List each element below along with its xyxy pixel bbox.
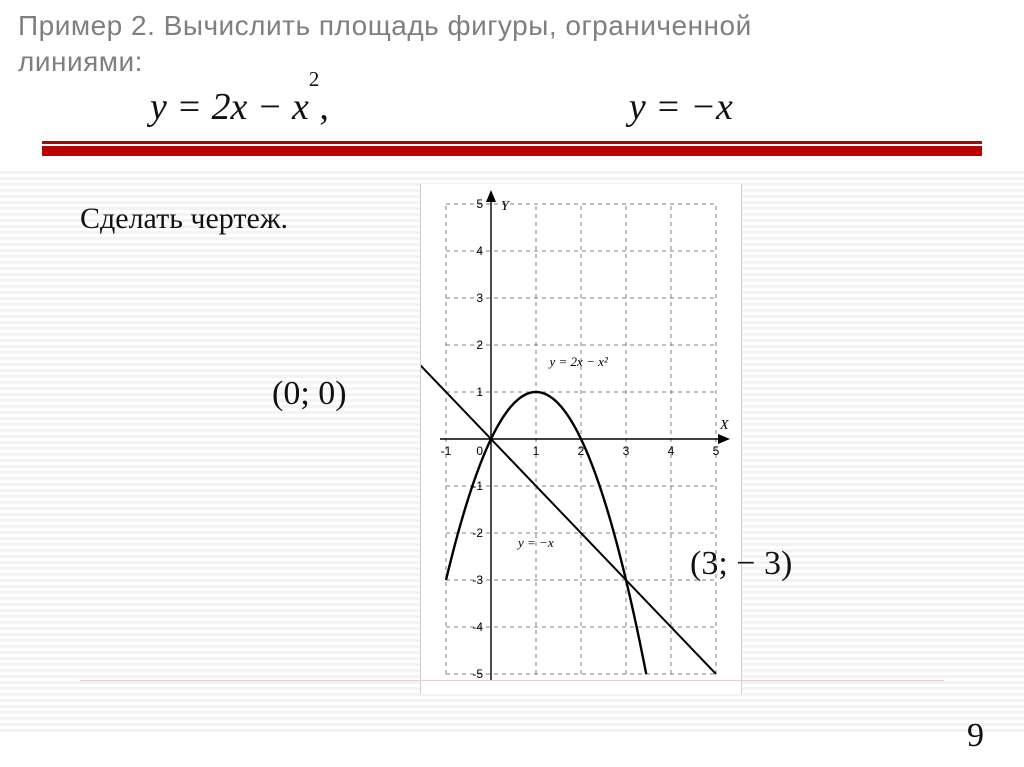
svg-text:-3: -3	[472, 573, 483, 587]
title-line-1: Пример 2. Вычислить площадь фигуры, огра…	[18, 10, 752, 41]
equations-row: y = 2x − x2, y = −x	[0, 81, 1024, 135]
svg-text:1: 1	[476, 385, 483, 399]
svg-text:-4: -4	[472, 620, 483, 634]
instruction-text: Сделать чертеж.	[80, 202, 410, 236]
content-area: Сделать чертеж. -112345-5-4-3-2-1123450X…	[0, 184, 1024, 694]
svg-text:-1: -1	[441, 444, 452, 458]
chart-container: -112345-5-4-3-2-1123450XYy = 2x − x²y = …	[420, 184, 742, 694]
svg-text:3: 3	[476, 291, 483, 305]
svg-text:4: 4	[476, 244, 483, 258]
svg-text:y = −x: y = −x	[516, 535, 554, 550]
chart-svg: -112345-5-4-3-2-1123450XYy = 2x − x²y = …	[421, 184, 741, 694]
slide-title: Пример 2. Вычислить площадь фигуры, огра…	[0, 0, 1024, 81]
footer-separator	[80, 680, 944, 681]
svg-text:5: 5	[476, 197, 483, 211]
red-divider	[42, 141, 982, 156]
left-column: Сделать чертеж.	[0, 184, 410, 694]
svg-text:X: X	[719, 418, 729, 433]
equation-2: y = −x	[629, 85, 733, 129]
equation-1: y = 2x − x2,	[150, 85, 329, 129]
svg-text:5: 5	[713, 444, 720, 458]
coord-label-intersection: (3; − 3)	[690, 545, 792, 583]
svg-text:1: 1	[533, 444, 540, 458]
svg-text:3: 3	[623, 444, 630, 458]
svg-text:2: 2	[476, 338, 483, 352]
svg-text:y = 2x − x²: y = 2x − x²	[548, 354, 609, 369]
page-number: 9	[967, 717, 984, 755]
svg-text:-5: -5	[472, 667, 483, 681]
coord-label-origin: (0; 0)	[272, 375, 347, 413]
svg-text:-2: -2	[472, 526, 483, 540]
title-line-2: линиями:	[18, 46, 143, 77]
svg-text:4: 4	[668, 444, 675, 458]
